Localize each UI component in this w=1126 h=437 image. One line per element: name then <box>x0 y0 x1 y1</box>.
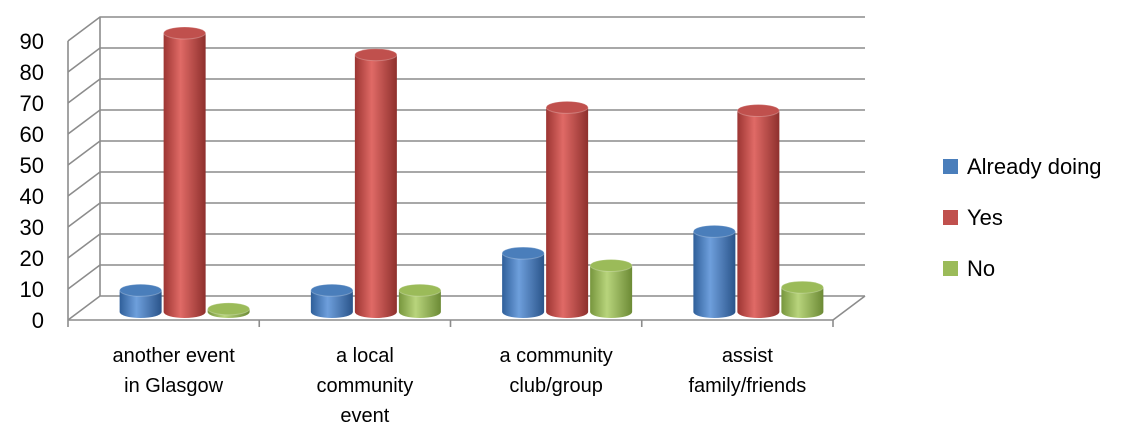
bar <box>310 283 354 318</box>
x-category-label: a local community event <box>317 345 414 427</box>
x-category-label: another event in Glasgow <box>112 345 235 397</box>
category-labels: another event in Glasgow a local community e… <box>112 345 806 427</box>
legend-swatch <box>943 261 958 276</box>
floor-edge <box>832 295 866 321</box>
bar <box>692 224 736 318</box>
y-tick-label: 40 <box>20 184 44 209</box>
grid <box>67 16 865 321</box>
legend-swatch <box>943 210 958 225</box>
legend-entry: Yes <box>943 205 1003 230</box>
y-tick-label: 60 <box>20 122 44 147</box>
y-tick-label: 50 <box>20 153 44 178</box>
axes: 0 10 20 30 40 50 60 70 80 90 <box>20 29 866 333</box>
y-tick-label: 0 <box>32 308 44 333</box>
y-tick-label: 70 <box>20 91 44 116</box>
y-tick-label: 90 <box>20 29 44 54</box>
y-tick-label: 20 <box>20 246 44 271</box>
bar <box>398 283 442 318</box>
legend-entry: No <box>943 256 995 281</box>
bar <box>354 48 398 318</box>
legend-label: No <box>967 256 995 281</box>
legend-label: Already doing <box>967 154 1102 179</box>
y-tick-label: 80 <box>20 60 44 85</box>
bar <box>545 100 589 319</box>
bar <box>736 104 780 318</box>
bar <box>207 302 251 318</box>
bars <box>119 26 824 319</box>
legend-entry: Already doing <box>943 154 1102 179</box>
bar <box>780 280 824 318</box>
y-tick-label: 30 <box>20 215 44 240</box>
x-category-label: assist family/friends <box>688 345 806 397</box>
legend-swatch <box>943 159 958 174</box>
y-tick-label: 10 <box>20 277 44 302</box>
bar <box>119 283 163 318</box>
x-category-label: a community club/group <box>499 345 612 397</box>
bar <box>501 246 545 318</box>
bar <box>589 259 633 318</box>
bar <box>163 26 207 318</box>
legend: Already doing Yes No <box>943 154 1102 281</box>
legend-label: Yes <box>967 205 1003 230</box>
